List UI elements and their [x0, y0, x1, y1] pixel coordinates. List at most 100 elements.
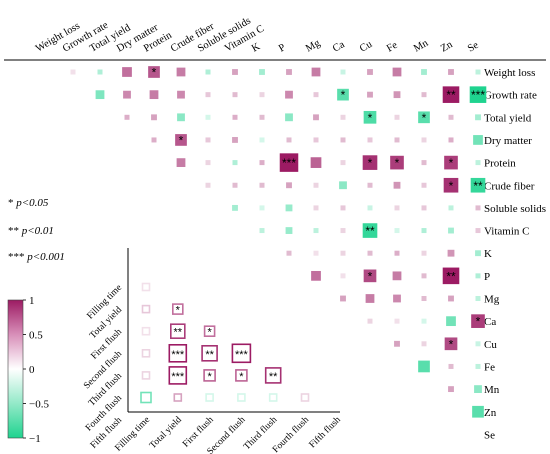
sig-marker-total-yield-mn: *: [422, 111, 427, 125]
cell-p-se: [475, 273, 481, 279]
cell-protein-cu: [362, 155, 378, 170]
colorbar-tick-label: 0: [29, 364, 35, 376]
cell-weight-loss-mg: [311, 67, 321, 77]
cell-k-p: [286, 250, 292, 256]
row-label-vitamin-c: Vitamin C: [484, 226, 529, 238]
row-label-mn: Mn: [484, 384, 500, 396]
column-label-se: Se: [466, 40, 481, 55]
colorbar-tick-label: −0.5: [29, 399, 49, 411]
cell-protein-zn: [444, 155, 458, 170]
sig-marker-p-cu: *: [368, 269, 373, 283]
colorbar-tick-label: 0.5: [29, 330, 43, 342]
cell-p-mn: [421, 273, 427, 279]
cell-dry-matter-se: [473, 135, 483, 145]
cell-weight-loss-k: [259, 69, 265, 75]
cell-soluble-solids-k: [259, 205, 265, 211]
cell-dry-matter-p: [286, 137, 292, 143]
cell-protein-se: [475, 160, 481, 166]
inset-cell-third-flush-total-yield: [168, 343, 188, 363]
cell-crude-fiber-fe: [393, 181, 401, 189]
cell-dry-matter-k: [259, 137, 265, 143]
sig-marker-total-yield-cu: *: [368, 111, 373, 125]
row-label-crude-fiber: Crude fiber: [484, 180, 535, 192]
cell-cu-zn: [444, 337, 458, 351]
sig-marker-crude-fiber-se: **: [473, 179, 483, 193]
column-label-k: K: [250, 41, 262, 55]
cell-total-yield-fe: [394, 114, 400, 120]
cell-mn-zn: [448, 386, 454, 393]
cell-soluble-solids-mn: [421, 205, 427, 211]
cell-total-yield-mg: [313, 114, 319, 121]
sig-marker-crude-fiber-zn: *: [449, 179, 454, 193]
cell-growth-rate-fe: [393, 91, 401, 99]
inset-sig-marker-third-flush-second-flush: ***: [235, 349, 249, 361]
cell-k-ca: [340, 250, 346, 256]
cell-p-mg: [311, 270, 321, 281]
cell-protein-mn: [421, 160, 427, 166]
column-label-ca: Ca: [331, 39, 347, 55]
column-label-mn: Mn: [412, 37, 431, 54]
column-label-mg: Mg: [304, 37, 323, 54]
cell-fe-se: [475, 363, 481, 369]
row-label-total-yield: Total yield: [484, 112, 532, 124]
sig-marker-weight-loss-protein: *: [152, 66, 157, 80]
cell-vitamin-c-zn: [448, 227, 454, 234]
inset-column-label-fifth-flush: Fifth flush: [307, 414, 343, 450]
cell-k-se: [475, 250, 481, 257]
inset-cell-third-flush-second-flush: [231, 343, 252, 364]
inset-column-label-total-yield: Total yield: [148, 415, 184, 451]
cell-fe-zn: [448, 363, 454, 369]
significance-note-2: ** p<0.01: [8, 225, 54, 237]
cell-crude-fiber-k: [259, 182, 265, 188]
cell-vitamin-c-p: [285, 227, 293, 234]
cell-weight-loss-se: [475, 69, 481, 75]
cell-growth-rate-total-yield: [95, 90, 105, 100]
cell-total-yield-p: [285, 113, 293, 122]
cell-soluble-solids-vitamin-c: [232, 204, 238, 211]
row-label-soluble-solids: Soluble solids: [484, 203, 546, 215]
cell-total-yield-crude-fiber: [177, 113, 185, 122]
cell-weight-loss-soluble-solids: [205, 69, 211, 75]
cell-weight-loss-vitamin-c: [232, 69, 238, 75]
cell-growth-rate-vitamin-c: [232, 92, 238, 98]
cell-zn-se: [472, 405, 484, 418]
cell-total-yield-protein: [151, 114, 157, 121]
cell-growth-rate-crude-fiber: [177, 90, 185, 99]
color-scale-bar: 1 0.5 0 −0.5 −1: [7, 295, 49, 445]
cell-mg-zn: [448, 295, 454, 302]
cell-growth-rate-mn: [421, 92, 427, 98]
cell-vitamin-c-mg: [313, 228, 319, 234]
cell-k-mg: [313, 250, 319, 256]
sig-marker-dry-matter-crude-fiber: *: [179, 133, 184, 147]
cell-crude-fiber-mn: [421, 182, 427, 188]
sig-marker-p-zn: **: [446, 269, 456, 283]
cell-k-mn: [421, 250, 427, 256]
cell-protein-fe: [390, 155, 404, 170]
cell-crude-fiber-p: [286, 182, 292, 189]
cell-growth-rate-protein: [149, 90, 159, 100]
row-label-p: P: [484, 271, 490, 283]
sig-marker-cu-zn: *: [449, 337, 454, 351]
cell-vitamin-c-cu: [362, 223, 378, 238]
inset-cell-fifth-flush-filling-time: [140, 391, 152, 404]
cell-protein-k: [259, 160, 265, 166]
cell-growth-rate-k: [259, 92, 265, 98]
inset-cell-fifth-flush-fourth-flush: [300, 393, 310, 402]
cell-dry-matter-protein: [151, 137, 157, 143]
inset-sig-marker-fourth-flush-first-flush: *: [207, 371, 212, 383]
cell-total-yield-dry-matter: [124, 114, 130, 120]
row-label-protein: Protein: [484, 158, 516, 170]
inset-cell-fifth-flush-total-yield: [173, 393, 183, 402]
cell-weight-loss-mn: [421, 69, 427, 75]
cell-weight-loss-cu: [367, 69, 373, 75]
inset-cell-fifth-flush-third-flush: [268, 393, 278, 402]
sig-marker-growth-rate-se: ***: [471, 88, 485, 102]
cell-weight-loss-fe: [392, 67, 402, 77]
inset-cell-fifth-flush-first-flush: [205, 393, 214, 402]
column-label-zn: Zn: [439, 39, 455, 55]
cell-crude-fiber-vitamin-c: [232, 182, 238, 188]
cell-total-yield-cu: [363, 110, 377, 124]
cell-total-yield-se: [475, 114, 481, 121]
inset-cell-fourth-flush-first-flush: [203, 369, 216, 382]
cell-p-ca: [340, 273, 346, 279]
